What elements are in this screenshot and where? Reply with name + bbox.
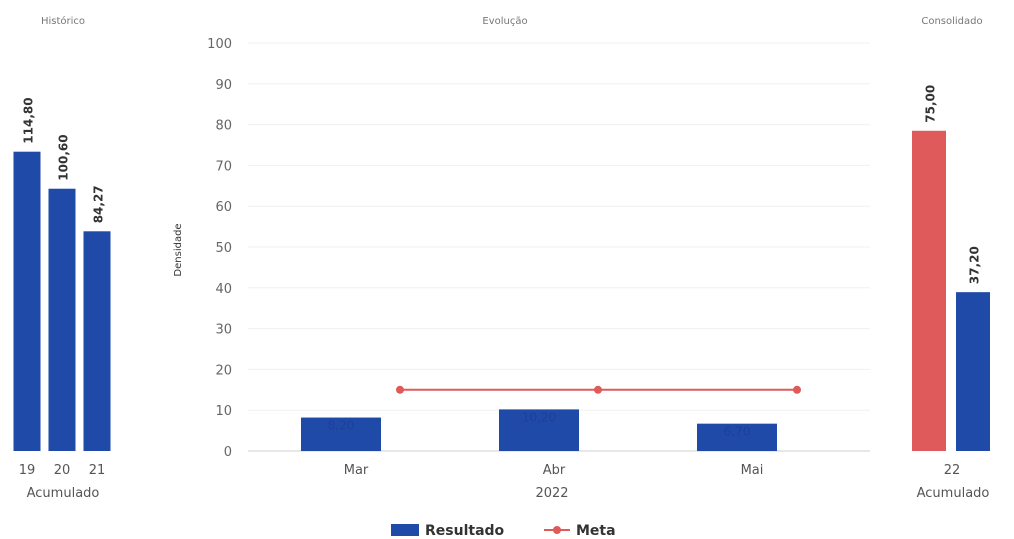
consolidado-title: Consolidado	[921, 16, 982, 27]
consolidado-bar-meta	[912, 130, 946, 451]
evolucao-data-label-Mar: 8,20	[328, 419, 355, 433]
evolucao-chart: 0 10 20 30 40 50 60 70 80 90 100 8,20 Mar 10,20 Abr 6,7…	[207, 37, 870, 478]
evolucao-meta-point-Mai	[793, 385, 801, 394]
evolucao-x-tick-Mar: Mar	[344, 463, 369, 478]
legend-meta-marker	[553, 526, 561, 534]
historico-x-tick-20: 20	[54, 463, 71, 478]
historico-chart: 114,80 19 100,60 20 84,27 21	[13, 97, 111, 478]
historico-data-label-21: 84,27	[92, 185, 106, 223]
evolucao-y-tick-40: 40	[215, 282, 232, 297]
legend[interactable]: Resultado Meta	[391, 523, 616, 539]
evolucao-x-tick-Mai: Mai	[741, 463, 764, 478]
evolucao-y-tick-0: 0	[224, 445, 232, 460]
evolucao-x-axis-label: 2022	[535, 486, 568, 501]
evolucao-y-tick-50: 50	[215, 241, 232, 256]
historico-x-tick-19: 19	[19, 463, 36, 478]
historico-title: Histórico	[41, 15, 85, 27]
evolucao-title: Evolução	[482, 16, 527, 27]
evolucao-x-tick-Abr: Abr	[543, 463, 566, 478]
historico-bar-20	[48, 188, 76, 451]
evolucao-meta-point-Mar	[396, 385, 404, 394]
historico-bar-19	[13, 151, 41, 451]
evolucao-y-tick-70: 70	[215, 159, 232, 174]
evolucao-y-axis-label: Densidade	[173, 223, 184, 276]
evolucao-data-label-Mai: 6,70	[724, 425, 751, 439]
legend-meta-label[interactable]: Meta	[576, 523, 616, 539]
evolucao-y-tick-90: 90	[215, 78, 232, 93]
evolucao-y-tick-60: 60	[215, 200, 232, 215]
legend-resultado-label[interactable]: Resultado	[425, 523, 505, 539]
historico-x-axis-label: Acumulado	[27, 486, 100, 501]
historico-data-label-20: 100,60	[57, 134, 71, 180]
historico-bar-21	[83, 231, 111, 451]
historico-x-tick-21: 21	[89, 463, 106, 478]
evolucao-y-tick-100: 100	[207, 37, 232, 52]
evolucao-data-label-Abr: 10,20	[522, 410, 556, 424]
consolidado-bar-resultado	[956, 292, 990, 451]
evolucao-y-tick-10: 10	[215, 404, 232, 419]
consolidado-data-label-meta: 75,00	[924, 85, 938, 123]
historico-data-label-19: 114,80	[22, 97, 36, 143]
evolucao-meta-point-Abr	[594, 385, 602, 394]
legend-resultado-swatch	[391, 524, 419, 536]
consolidado-data-label-resultado: 37,20	[968, 246, 982, 284]
evolucao-bar-Abr	[499, 409, 579, 451]
evolucao-bar-Mar	[301, 417, 381, 451]
evolucao-y-tick-20: 20	[215, 363, 232, 378]
evolucao-bar-Mai	[697, 423, 777, 451]
evolucao-y-tick-30: 30	[215, 323, 232, 338]
consolidado-x-tick-22: 22	[944, 463, 961, 478]
consolidado-chart: 75,00 37,20 22	[912, 85, 990, 478]
evolucao-y-tick-80: 80	[215, 119, 232, 134]
consolidado-x-axis-label: Acumulado	[917, 486, 990, 501]
